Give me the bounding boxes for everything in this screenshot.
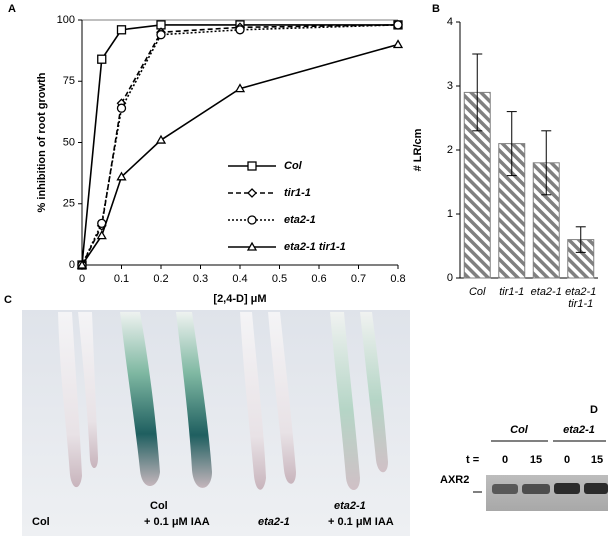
series-line [81,24,399,266]
y-tick-label: 1 [447,208,453,220]
marker [116,171,127,181]
marker [116,103,127,113]
series-line [81,24,399,266]
legend-label: eta2-1 [284,214,316,226]
x-tick-label: tir1-1 [499,286,524,298]
marker [155,134,167,144]
marker [76,259,88,269]
time-value: 0 [564,454,570,466]
panel-label: A [8,3,16,15]
error-bar [506,111,517,177]
photo-caption: eta2-1 [334,500,366,512]
x-tick-label: 0.8 [390,273,405,285]
panel-label: B [432,3,440,15]
marker [97,54,107,64]
marker [393,20,403,30]
error-bar [575,226,586,253]
x-tick-label: Col [469,286,486,298]
time-value: 15 [591,454,603,466]
time-label: t = [466,454,479,466]
y-tick-label: 0 [447,272,453,284]
x-tick-label: eta2-1 tir1-1 [565,286,596,310]
error-bar [472,53,483,132]
western-blot [473,440,608,511]
y-tick-label: 0 [69,259,75,271]
legend-marker [247,215,257,225]
marker [116,25,127,35]
marker [235,25,245,35]
group-label: eta2-1 [563,424,595,436]
y-tick-label: 100 [57,14,75,26]
legend-label: eta2-1 tir1-1 [284,241,346,253]
marker [234,83,246,93]
x-tick-label: 0.5 [272,273,287,285]
error-bar [541,130,552,196]
legend-label: Col [284,160,303,172]
x-tick-label: 0.4 [232,273,247,285]
photo-caption: Col [32,516,50,528]
y-tick-label: 50 [63,136,75,148]
x-tick-label: 0.7 [351,273,366,285]
photo-caption: + 0.1 μM IAA [328,516,394,528]
panel-label: D [590,404,598,416]
y-axis-label: % inhibition of root growth [36,72,48,212]
marker [392,39,404,49]
x-tick-label: 0.1 [114,273,129,285]
panel-label: C [4,294,12,306]
series-line [81,24,398,266]
legend-marker [247,188,257,198]
legend-marker [247,161,257,171]
time-value: 15 [530,454,542,466]
band-label: AXR2 [440,474,469,486]
x-tick-label: 0 [79,273,85,285]
marker [156,30,166,40]
legend-marker [246,241,258,251]
photo-caption: eta2-1 [258,516,290,528]
y-tick-label: 2 [447,144,453,156]
photo-caption: Col [150,500,168,512]
marker [96,230,107,240]
x-tick-label: 0.2 [153,273,168,285]
x-tick-label: eta2-1 [531,286,562,298]
time-value: 0 [502,454,508,466]
y-tick-label: 4 [447,16,453,28]
y-tick-label: 75 [63,75,75,87]
y-axis-label: # LR/cm [412,128,424,171]
group-label: Col [510,424,529,436]
y-tick-label: 3 [447,80,453,92]
y-tick-label: 25 [63,198,75,210]
x-axis-label: [2,4-D] μM [213,293,266,305]
series-line [81,43,399,266]
x-tick-label: 0.3 [193,273,208,285]
legend-label: tir1-1 [284,187,311,199]
root-photo [22,310,410,536]
photo-caption: + 0.1 μM IAA [144,516,210,528]
x-tick-label: 0.6 [311,273,326,285]
